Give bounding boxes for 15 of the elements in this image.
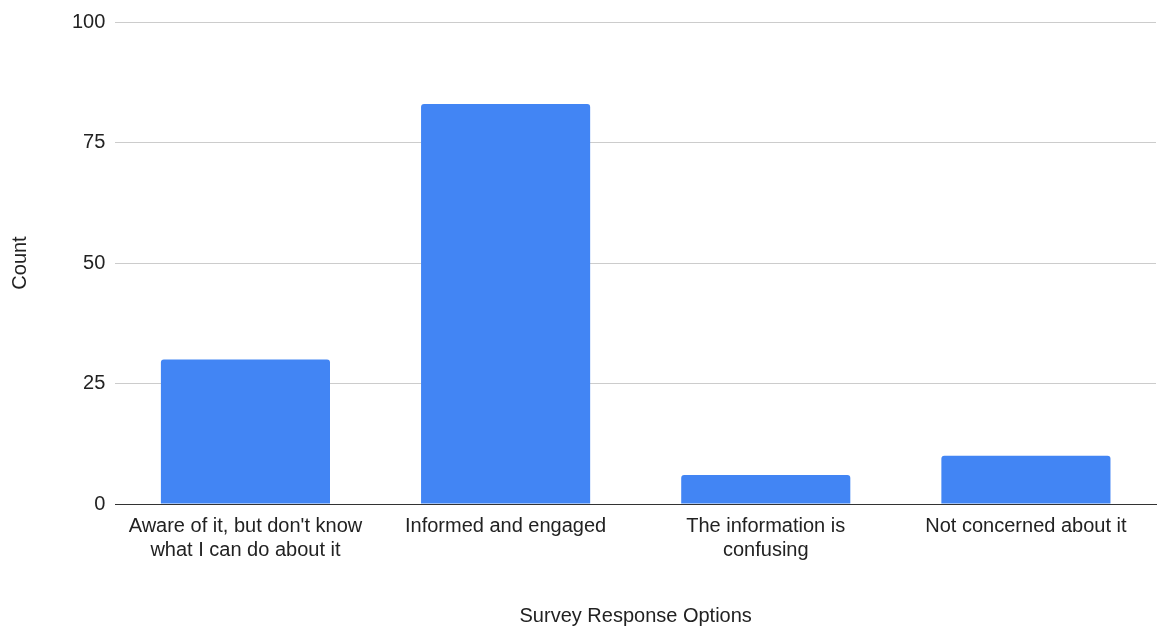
x-tick-label: Aware of it, but don't know what I can do about it bbox=[128, 513, 363, 560]
y-tick-label: 75 bbox=[83, 130, 106, 153]
y-tick-label: 100 bbox=[71, 9, 106, 32]
bar bbox=[160, 359, 330, 504]
bar bbox=[941, 455, 1111, 504]
x-tick-label: The information is confusing bbox=[686, 513, 846, 560]
bar bbox=[681, 475, 851, 504]
bar bbox=[421, 103, 591, 504]
y-axis-title: Count bbox=[7, 235, 30, 290]
x-tick-label: Not concerned about it bbox=[925, 513, 1127, 536]
y-tick-label: 25 bbox=[83, 371, 106, 394]
y-tick-label: 50 bbox=[83, 250, 106, 273]
x-tick-label: Informed and engaged bbox=[404, 513, 607, 536]
x-axis-title: Survey Response Options bbox=[519, 603, 752, 626]
y-tick-label: 0 bbox=[94, 491, 106, 514]
